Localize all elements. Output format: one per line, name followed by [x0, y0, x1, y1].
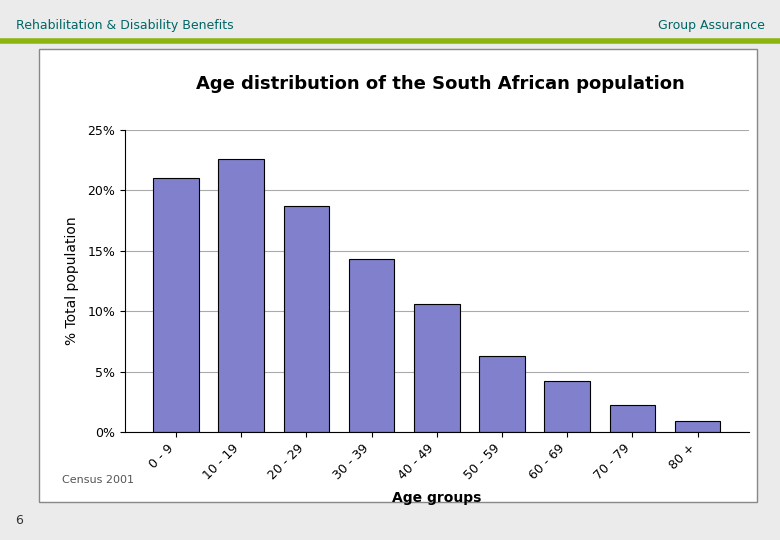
Bar	[610, 406, 655, 432]
Bar	[675, 421, 721, 432]
Bar	[218, 159, 264, 432]
Bar	[284, 206, 329, 432]
Bar	[349, 259, 395, 432]
X-axis label: Age groups: Age groups	[392, 491, 481, 504]
Text: Age distribution of the South African population: Age distribution of the South African po…	[197, 75, 685, 93]
Y-axis label: % Total population: % Total population	[65, 217, 79, 345]
Text: Census 2001: Census 2001	[62, 475, 134, 484]
Bar	[544, 381, 590, 432]
Text: Rehabilitation & Disability Benefits: Rehabilitation & Disability Benefits	[16, 19, 233, 32]
Bar	[153, 178, 199, 432]
Bar	[414, 304, 459, 432]
Text: 6: 6	[16, 514, 23, 526]
Bar	[479, 356, 525, 432]
Text: Group Assurance: Group Assurance	[658, 19, 764, 32]
